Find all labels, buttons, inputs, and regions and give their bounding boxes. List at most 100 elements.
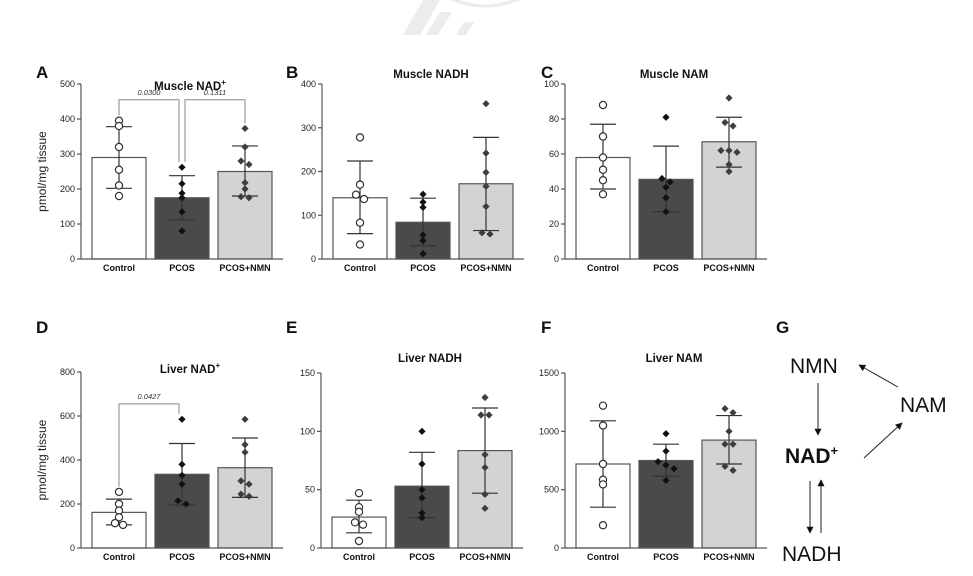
- data-point-pcos: [418, 509, 426, 517]
- data-point-pcos: [418, 494, 426, 502]
- x-category-label: PCOS: [653, 263, 679, 273]
- data-point-control: [598, 190, 608, 199]
- data-point-pcos: [178, 189, 186, 197]
- data-point-pcos-nmn: [241, 185, 249, 193]
- node-nad-plus: NAD+: [785, 443, 839, 468]
- data-point-pcos-nmn: [482, 182, 490, 190]
- data-point-pcos-nmn: [481, 490, 489, 498]
- data-point-pcos-nmn: [729, 466, 737, 475]
- y-tick-label: 0: [311, 254, 316, 264]
- x-category-label: Control: [587, 552, 619, 562]
- data-point-pcos-nmn: [729, 440, 737, 448]
- data-point-pcos-nmn: [481, 463, 489, 472]
- data-point-pcos-nmn: [486, 230, 494, 238]
- data-point-pcos-nmn: [481, 393, 489, 402]
- panel-letter: B: [286, 63, 298, 82]
- p-value-label: 0.0300: [138, 88, 162, 97]
- data-point-pcos-nmn: [241, 179, 249, 187]
- y-tick-label: 800: [60, 367, 75, 377]
- x-category-label: PCOS+NMN: [459, 552, 510, 562]
- data-point-control: [598, 100, 608, 110]
- y-tick-label: 80: [549, 114, 559, 124]
- y-tick-label: 100: [301, 210, 316, 220]
- y-tick-label: 50: [305, 485, 315, 495]
- data-point-pcos-nmn: [241, 124, 249, 133]
- data-point-pcos: [178, 415, 186, 423]
- x-category-label: PCOS: [169, 263, 195, 273]
- significance-bracket: [118, 99, 180, 163]
- data-point-pcos-nmn: [725, 427, 733, 435]
- data-point-pcos-nmn: [733, 148, 741, 156]
- x-category-label: Control: [343, 552, 375, 562]
- chart-title-text: Liver NAM: [646, 353, 703, 365]
- data-point-pcos: [662, 208, 670, 216]
- data-point-pcos-nmn: [717, 146, 725, 155]
- arrow-nad-to-nam: [863, 422, 903, 459]
- x-category-label: PCOS: [409, 552, 435, 562]
- panel-d: D Liver NAD+ pmol/mg tissue 0 200 400 600 800 Co…: [35, 318, 283, 562]
- node-nam: NAM: [900, 394, 947, 417]
- data-point-pcos: [418, 514, 426, 522]
- data-point-pcos: [654, 458, 662, 466]
- data-point-pcos: [662, 430, 670, 438]
- y-tick-label: 500: [544, 485, 559, 495]
- data-point-pcos-nmn: [241, 448, 249, 456]
- y-tick-label: 600: [60, 411, 75, 421]
- p-value-label: 0.0427: [138, 392, 162, 401]
- y-tick-label: 0: [70, 254, 75, 264]
- node-nadh: NADH: [782, 543, 842, 566]
- data-point-pcos: [178, 163, 186, 171]
- y-tick-label: 100: [544, 79, 559, 89]
- data-point-control: [598, 132, 608, 141]
- data-point-control: [114, 513, 124, 522]
- data-point-pcos-nmn: [721, 404, 729, 413]
- panel-letter: D: [36, 318, 48, 337]
- x-category-label: PCOS+NMN: [219, 552, 270, 562]
- data-point-pcos: [419, 250, 427, 258]
- panel-e: E Liver NADH 0 50 100 150 Control PCOS PCOS+NMN: [286, 318, 523, 562]
- y-tick-label: 200: [301, 167, 316, 177]
- data-point-pcos-nmn: [725, 160, 733, 169]
- data-point-pcos: [182, 500, 190, 508]
- data-point-pcos: [662, 113, 670, 121]
- data-point-control: [355, 133, 365, 142]
- data-point-pcos-nmn: [481, 504, 489, 512]
- data-point-pcos-nmn: [729, 122, 737, 130]
- data-point-control: [114, 487, 124, 497]
- x-category-label: PCOS: [653, 552, 679, 562]
- data-point-control: [355, 180, 365, 189]
- data-point-control: [110, 518, 120, 528]
- y-tick-label: 300: [60, 149, 75, 159]
- data-point-pcos: [178, 208, 186, 216]
- data-point-pcos-nmn: [241, 143, 249, 151]
- chart-title: Muscle NAM: [640, 69, 708, 81]
- y-tick-label: 40: [549, 184, 559, 194]
- data-point-control: [114, 121, 124, 131]
- chart-title: Muscle NAD+: [154, 78, 226, 93]
- data-point-control: [354, 536, 364, 546]
- data-point-control: [114, 191, 124, 201]
- panel-a: A Muscle NAD+ pmol/mg tissue 0 100 200 300 400 5…: [35, 63, 283, 273]
- x-category-label: PCOS+NMN: [703, 552, 754, 562]
- chart-title: Liver NAM: [646, 353, 703, 365]
- data-point-control: [598, 153, 608, 162]
- y-tick-label: 400: [60, 114, 75, 124]
- data-point-control: [118, 520, 128, 530]
- x-category-label: Control: [103, 263, 135, 273]
- data-point-control: [114, 165, 124, 174]
- data-point-pcos-nmn: [721, 440, 729, 448]
- data-point-control: [114, 181, 124, 190]
- panel-f: F Liver NAM 0 500 1000 1500 Control PCOS PCOS+NM…: [539, 318, 767, 562]
- data-point-pcos: [662, 183, 670, 191]
- data-point-pcos-nmn: [478, 229, 486, 237]
- data-point-pcos-nmn: [237, 477, 245, 485]
- chart-title-text: Liver NAD: [160, 364, 216, 376]
- chart-title-superscript: +: [221, 78, 226, 87]
- chart-title-text: Muscle NADH: [393, 69, 468, 81]
- panel-c: C Muscle NAM 0 20 40 60 80 100 Control PCOS PCOS+N…: [541, 63, 767, 273]
- y-tick-label: 60: [549, 149, 559, 159]
- significance-bracket: [184, 99, 246, 163]
- data-point-control: [598, 401, 608, 410]
- data-point-pcos: [662, 476, 670, 484]
- data-point-pcos: [418, 427, 426, 435]
